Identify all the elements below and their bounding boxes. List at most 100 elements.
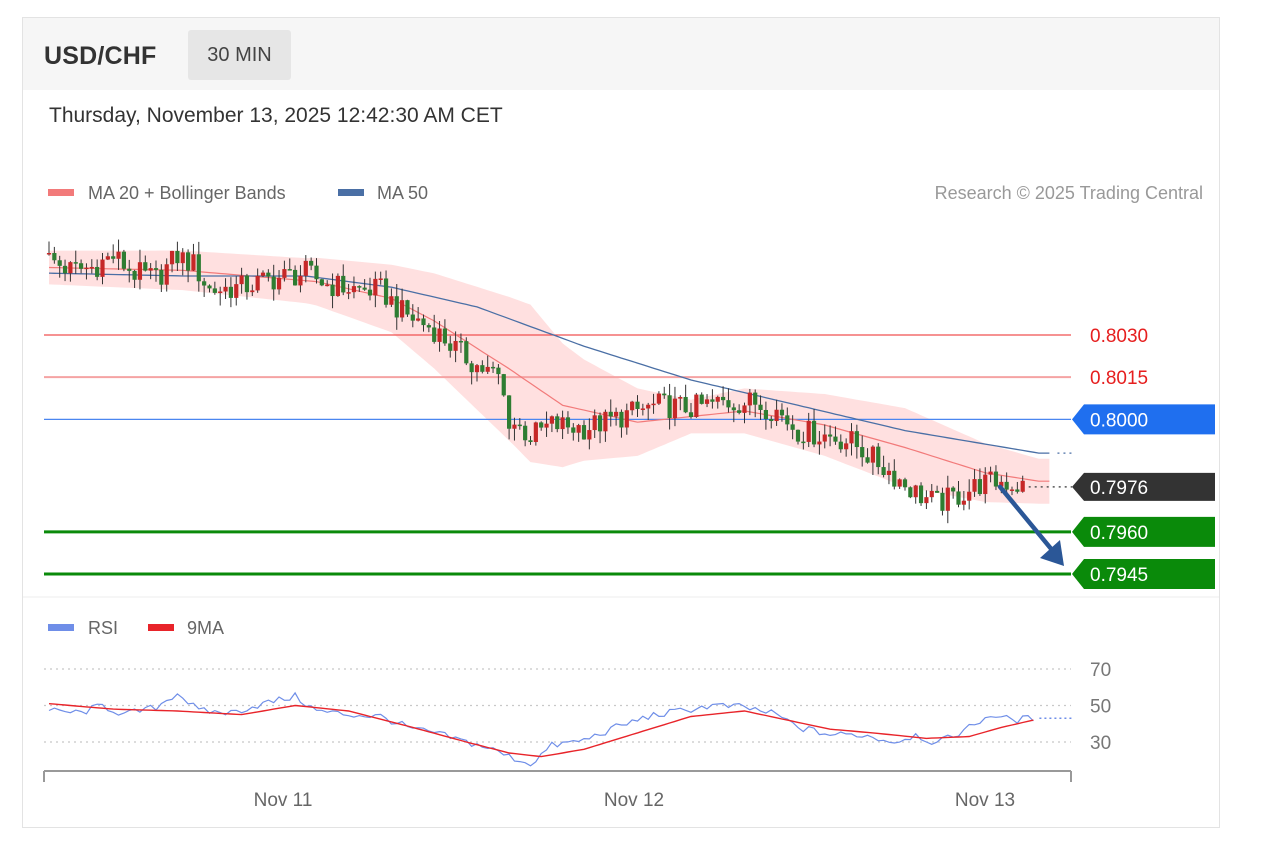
candle-body — [105, 256, 110, 260]
candle — [779, 403, 785, 422]
candle-body — [287, 269, 292, 271]
candle — [581, 420, 587, 440]
candle — [731, 403, 736, 423]
candle — [902, 477, 908, 491]
candle-body — [854, 431, 859, 448]
candle-body — [822, 434, 827, 442]
candle — [287, 258, 292, 271]
candle — [828, 425, 833, 447]
candle — [635, 395, 640, 417]
candle — [571, 423, 576, 441]
candle-body — [421, 318, 426, 326]
candle-body — [46, 253, 52, 255]
candle — [453, 331, 458, 363]
candle-body — [453, 340, 458, 351]
candle — [1015, 481, 1020, 494]
candle — [592, 409, 597, 438]
candle — [68, 261, 73, 282]
candle-body — [753, 392, 758, 405]
candle — [1004, 472, 1009, 494]
candle-body — [592, 415, 597, 431]
candle — [400, 288, 405, 322]
candle-body — [276, 277, 282, 290]
ma20-line — [48, 266, 1050, 482]
candle-body — [448, 343, 453, 351]
candle-body — [560, 417, 565, 430]
candle-body — [266, 272, 271, 277]
candle-body — [148, 268, 153, 271]
candle — [678, 395, 683, 411]
candle — [747, 388, 752, 416]
candle — [833, 426, 838, 445]
candle-body — [710, 399, 715, 402]
candle — [881, 455, 886, 478]
candle — [346, 283, 351, 300]
candle — [811, 408, 817, 448]
candle — [1009, 486, 1015, 496]
timeframe-badge[interactable]: 30 MIN — [188, 30, 291, 80]
candle — [646, 402, 651, 421]
candle-body — [672, 398, 678, 419]
candle-body — [271, 276, 276, 290]
level-tag-0-8000 — [1072, 404, 1215, 435]
candle-body — [293, 269, 298, 286]
candle — [341, 264, 346, 296]
level-labels-layer: 0.8030 0.8015 0.8000 0.7976 0.7960 0.7945 — [1072, 326, 1215, 590]
rsi-tick-30: 30 — [1090, 733, 1111, 754]
candle — [640, 403, 645, 416]
candle — [726, 388, 731, 413]
candle — [683, 384, 688, 414]
rsi-ma-legend-label: 9MA — [187, 618, 224, 638]
candle-body — [309, 260, 314, 266]
candle — [458, 333, 464, 353]
candle-body — [646, 404, 651, 409]
candle — [763, 401, 768, 430]
candle — [490, 361, 496, 373]
candle-body — [400, 300, 405, 318]
candle-body — [260, 272, 266, 276]
candle — [442, 319, 447, 346]
candle — [785, 407, 790, 431]
candle — [940, 487, 945, 516]
candle — [854, 424, 859, 459]
candle-body — [763, 409, 768, 420]
candle-body — [218, 291, 223, 293]
candle — [667, 383, 672, 430]
candle — [293, 265, 298, 286]
chart-header: USD/CHF 30 MIN — [23, 18, 1219, 90]
candle-body — [362, 287, 367, 290]
candle-body — [416, 318, 421, 321]
candle — [988, 466, 993, 483]
candle-body — [881, 467, 886, 476]
candle-body — [721, 396, 726, 401]
candle-body — [972, 479, 977, 492]
candle-body — [533, 422, 538, 442]
candle-body — [886, 470, 892, 476]
candle-body — [795, 429, 801, 442]
candle-body — [849, 431, 854, 444]
candle — [244, 273, 250, 300]
candle — [319, 278, 324, 287]
candle — [282, 260, 287, 282]
candle — [993, 465, 999, 491]
candle — [325, 280, 330, 287]
candle-body — [597, 415, 603, 432]
current-price-tag-bg — [1072, 472, 1215, 501]
candle-body — [747, 392, 752, 406]
candle — [448, 335, 453, 358]
candle — [801, 431, 806, 450]
candle — [870, 445, 875, 476]
candle — [977, 468, 982, 496]
candle-body — [378, 278, 383, 280]
candle-body — [127, 268, 132, 271]
candle-body — [164, 264, 169, 285]
candle-body — [790, 424, 795, 430]
candle — [539, 421, 544, 431]
candle-body — [833, 436, 838, 442]
candle — [929, 484, 934, 503]
candle — [218, 286, 223, 306]
candle-body — [507, 395, 512, 429]
candle — [298, 265, 303, 293]
candle — [191, 243, 196, 272]
candle-body — [426, 325, 431, 328]
